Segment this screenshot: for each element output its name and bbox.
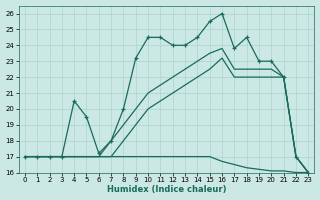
X-axis label: Humidex (Indice chaleur): Humidex (Indice chaleur) <box>107 185 226 194</box>
